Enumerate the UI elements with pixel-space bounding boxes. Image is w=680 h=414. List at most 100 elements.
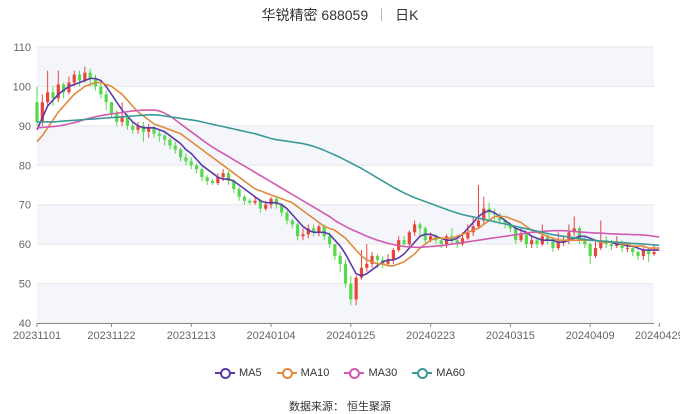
candle-body — [439, 240, 443, 245]
candle-body — [370, 255, 374, 264]
candle-body — [173, 145, 177, 150]
ma-line-ma10 — [36, 81, 660, 267]
candle-body — [216, 177, 220, 184]
y-tick-label: 50 — [19, 279, 31, 291]
candle-body — [61, 84, 66, 93]
candle-body — [375, 255, 380, 260]
candle-body — [120, 116, 124, 122]
candle-body — [620, 242, 624, 249]
legend-swatch-ma30 — [344, 367, 365, 379]
candle-body — [338, 255, 342, 264]
y-tick-label: 110 — [13, 42, 31, 54]
candle-body — [556, 242, 560, 249]
candle-body — [51, 92, 55, 99]
candle-body — [583, 240, 587, 245]
chart-legend: MA5 MA10 MA30 MA60 — [0, 367, 680, 382]
legend-label-ma5: MA5 — [238, 367, 262, 379]
candle-body — [535, 240, 539, 245]
legend-item-ma5[interactable]: MA5 — [214, 367, 262, 379]
candle-body — [163, 135, 167, 140]
candle-body — [471, 226, 475, 233]
candle-body — [429, 236, 433, 241]
candle-body — [588, 244, 592, 256]
candle-body — [232, 181, 236, 189]
chart-title: 华锐精密 688059 日K — [0, 5, 680, 25]
ma-line-ma5 — [36, 77, 660, 277]
candle-body — [418, 224, 422, 229]
candle-body — [593, 248, 598, 256]
candle-body — [253, 200, 257, 203]
candle-body — [391, 250, 395, 260]
title-divider — [381, 8, 383, 21]
candle-body — [647, 250, 651, 254]
legend-label-ma10: MA10 — [300, 367, 330, 379]
candle-body — [46, 92, 50, 103]
candle-body — [274, 198, 278, 205]
candle-body — [226, 173, 231, 182]
candle-body — [210, 181, 215, 184]
candle-body — [189, 161, 193, 166]
candle-body — [237, 188, 241, 197]
y-tick-label: 90 — [19, 121, 31, 133]
legend-item-ma10[interactable]: MA10 — [276, 367, 330, 379]
x-tick-label: 20231213 — [167, 330, 216, 342]
candle-body — [503, 220, 507, 225]
candle-body — [599, 240, 603, 249]
candle-body — [104, 94, 108, 103]
candle-body — [136, 125, 140, 130]
x-tick-label: 20231122 — [87, 330, 135, 342]
data-source: 数据来源： 恒生聚源 — [288, 401, 392, 413]
candle-body — [200, 169, 204, 178]
candle-body — [466, 232, 470, 239]
legend-item-ma60[interactable]: MA60 — [412, 367, 465, 379]
candle-body — [242, 196, 247, 201]
candle-body — [482, 208, 486, 221]
candle-body — [508, 224, 512, 229]
candle-body — [141, 125, 145, 132]
legend-label-ma60: MA60 — [436, 367, 466, 379]
candle-body — [269, 198, 273, 205]
candle-body — [301, 234, 305, 237]
candle-body — [168, 139, 172, 146]
x-tick-label: 20231101 — [13, 330, 61, 342]
candle-body — [386, 259, 390, 264]
candle-body — [264, 204, 268, 209]
grid-band — [37, 125, 654, 166]
candle-body — [67, 82, 71, 93]
candle-body — [609, 244, 614, 247]
y-tick-label: 70 — [19, 200, 31, 212]
candle-body — [83, 72, 87, 81]
period-label: 日K — [395, 7, 419, 23]
y-tick-label: 60 — [19, 239, 31, 251]
candle-body — [641, 250, 645, 256]
candle-body — [152, 127, 156, 134]
candle-body — [365, 263, 369, 268]
y-tick-label: 40 — [19, 318, 31, 330]
candle-body — [317, 226, 321, 233]
candle-body — [636, 252, 640, 256]
legend-swatch-ma10 — [276, 367, 297, 379]
x-tick-label: 20240409 — [566, 330, 615, 342]
candle-body — [354, 277, 358, 300]
legend-swatch-ma60 — [412, 367, 433, 379]
candle-body — [40, 102, 44, 122]
candle-body — [311, 228, 316, 233]
candle-body — [109, 102, 114, 115]
grid-band — [37, 47, 654, 87]
candle-body — [519, 234, 523, 241]
candle-body — [572, 228, 576, 233]
candle-body — [333, 244, 337, 256]
candle-body — [498, 214, 502, 221]
candle-body — [221, 173, 225, 178]
y-tick-label: 100 — [13, 81, 31, 93]
x-tick-label: 20240125 — [326, 330, 375, 342]
candle-body — [285, 212, 289, 221]
candle-body — [349, 283, 353, 300]
candle-body — [205, 177, 209, 182]
candle-body — [179, 149, 183, 158]
candle-body — [530, 240, 534, 245]
candle-body — [551, 240, 555, 249]
candle-body — [359, 267, 364, 278]
legend-item-ma30[interactable]: MA30 — [344, 367, 397, 379]
